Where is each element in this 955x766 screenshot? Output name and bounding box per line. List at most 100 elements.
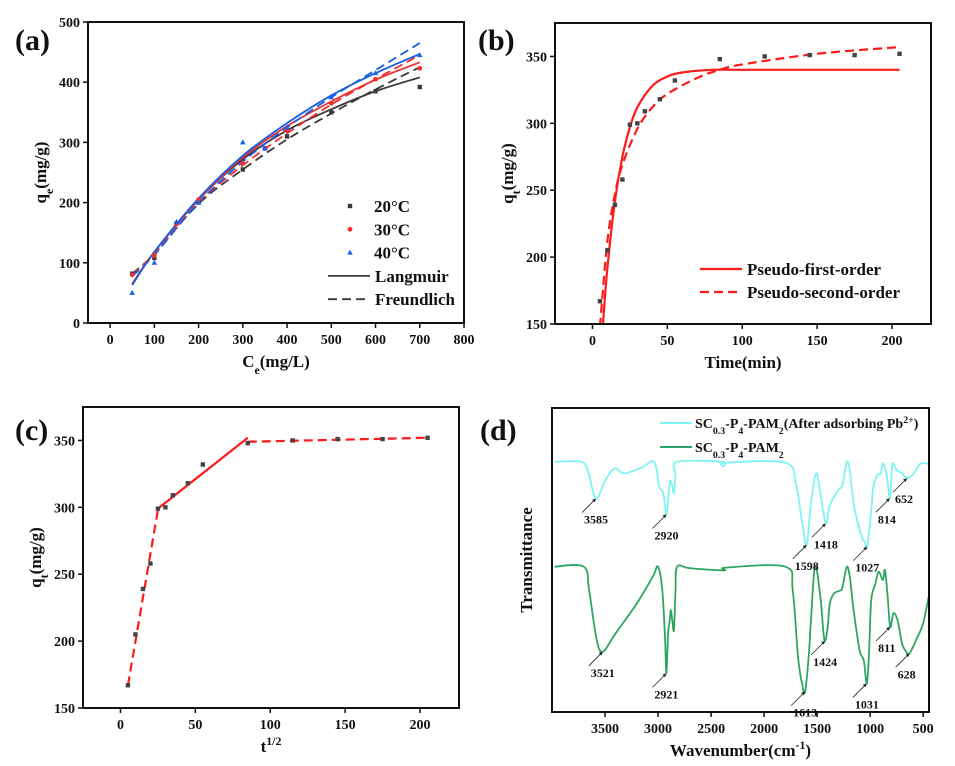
- data-point: [329, 110, 334, 115]
- y-axis-label: qt(mg/g): [498, 143, 523, 204]
- x-tick-label: 150: [807, 334, 828, 349]
- data-point: [155, 506, 161, 511]
- y-tick-label: 100: [59, 257, 80, 272]
- subscript: t: [37, 574, 51, 578]
- label-text: Time(min): [704, 353, 781, 372]
- data-point: [425, 435, 430, 440]
- label-text: ): [914, 417, 919, 432]
- subscript: t: [509, 190, 523, 194]
- data-point: [148, 561, 153, 566]
- fit-line-segment: [126, 509, 159, 686]
- label-text: SC: [695, 417, 713, 432]
- arrow-head-icon: [862, 683, 867, 688]
- plot-area: [129, 42, 423, 295]
- data-point: [417, 65, 423, 71]
- x-tick-label: 2500: [697, 722, 725, 737]
- arrow-head-icon: [592, 498, 597, 503]
- y-axis-label: qe(mg/g): [31, 142, 56, 204]
- y-tick-label: 300: [526, 117, 547, 132]
- panel-label: (a): [15, 24, 50, 57]
- data-point: [762, 54, 767, 59]
- peak-label: 628: [898, 667, 916, 681]
- x-tick-label: 3000: [644, 722, 672, 737]
- label-text: -PAM: [743, 417, 779, 432]
- data-point: [185, 481, 191, 486]
- peak-label: 1027: [855, 561, 879, 575]
- x-axis-label: Ce(mg/L): [242, 352, 310, 377]
- label-text: (mg/g): [498, 143, 517, 190]
- data-point: [717, 56, 722, 62]
- fit-line-pseudo-first-order: [601, 68, 900, 324]
- data-point: [672, 78, 678, 83]
- data-point: [290, 438, 295, 443]
- superscript: 2+: [903, 415, 914, 426]
- x-axis-label: Wavenumber(cm-1): [670, 738, 811, 760]
- legend-label: 20°C: [374, 197, 410, 216]
- data-point: [151, 259, 158, 265]
- x-tick-label: 800: [454, 333, 475, 348]
- arrow-head-icon: [885, 498, 890, 503]
- peak-label: 3521: [591, 666, 615, 680]
- subscript: 2: [779, 426, 784, 437]
- y-tick-label: 150: [526, 318, 547, 333]
- arrow-head-icon: [821, 640, 826, 645]
- data-point: [612, 202, 618, 208]
- legend-item: Pseudo-second-order: [700, 283, 900, 302]
- label-text: (mg/g): [26, 527, 45, 574]
- data-point: [240, 167, 246, 172]
- x-tick-label: 0: [117, 718, 124, 733]
- annotation-arrow: [875, 627, 890, 642]
- x-axis-label: t1/2: [261, 734, 282, 756]
- y-tick-label: 200: [59, 197, 80, 212]
- subscript: 2: [779, 450, 784, 461]
- data-point: [852, 52, 857, 58]
- y-tick-label: 150: [54, 702, 75, 717]
- subscript: 0.3: [713, 450, 725, 461]
- panel-a: (a) 0 100 200 300 400 500 600 700 800 0 100 200 300 40…: [15, 16, 475, 377]
- legend-marker: [347, 203, 353, 209]
- data-point: [170, 493, 176, 498]
- x-tick-label: 0: [589, 334, 596, 349]
- data-point: [240, 139, 246, 145]
- plot-area: [125, 435, 430, 688]
- label-text: (After adsorbing Pb: [784, 417, 904, 432]
- data-point: [380, 436, 385, 442]
- x-tick-label: 100: [260, 718, 281, 733]
- y-tick-label: 200: [526, 251, 547, 266]
- arrow-head-icon: [903, 478, 908, 483]
- x-tick-label: 300: [232, 333, 253, 348]
- plot-frame: [551, 407, 930, 713]
- legend-item: 20°C: [347, 197, 410, 216]
- label-text: ): [805, 741, 811, 760]
- data-point: [373, 89, 378, 94]
- x-tick-label: 1000: [856, 722, 884, 737]
- data-point: [635, 121, 640, 126]
- peak-label: 652: [895, 492, 913, 506]
- label-text: C: [242, 352, 254, 371]
- data-point: [284, 124, 290, 130]
- label-text: -PAM: [743, 441, 779, 456]
- annotation-arrow: [852, 547, 867, 561]
- plot-frame: [82, 406, 460, 709]
- data-point: [163, 505, 168, 510]
- data-point: [328, 94, 335, 100]
- label-text: q: [498, 194, 517, 204]
- y-tick-label: 300: [59, 136, 80, 151]
- arrow-head-icon: [821, 523, 826, 528]
- label-text: t: [261, 737, 267, 756]
- data-point: [240, 161, 246, 166]
- panel-b: (b) 0 50 100 150 200 150 200 250 300 350 Time(min) q…: [478, 22, 932, 372]
- data-point: [195, 199, 202, 205]
- y-tick-label: 0: [73, 317, 80, 332]
- annotation-arrow: [895, 654, 909, 668]
- y-tick-label: 400: [59, 76, 80, 91]
- data-point: [416, 52, 423, 58]
- superscript: -1: [796, 738, 806, 752]
- arrow-head-icon: [802, 544, 807, 549]
- superscript: 1/2: [266, 734, 281, 748]
- data-point: [642, 109, 648, 114]
- annotation-arrow: [811, 524, 826, 538]
- peak-label: 814: [878, 512, 896, 526]
- peak-label: 2921: [654, 687, 678, 701]
